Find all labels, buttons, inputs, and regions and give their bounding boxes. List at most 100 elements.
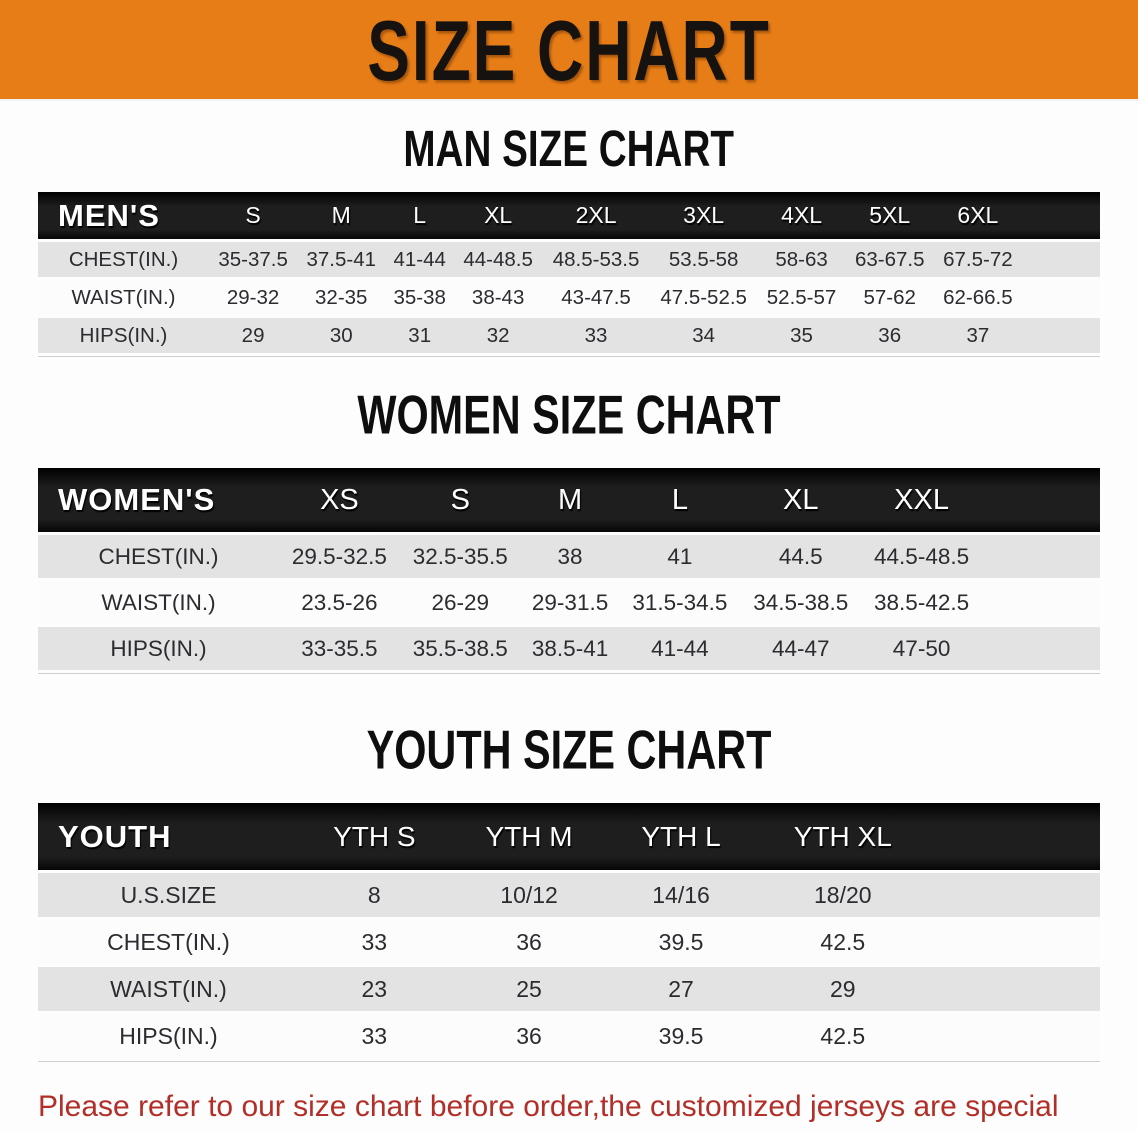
value-cell: 32-35 [297, 280, 386, 315]
measurement-row: CHEST(IN.) 35-37.5 37.5-41 41-44 44-48.5 48.5… [38, 242, 1100, 277]
size-header-cell: L [385, 192, 455, 239]
size-header-cell: 6XL [933, 192, 1022, 239]
men-section-heading-text: MAN SIZE CHART [403, 119, 735, 178]
value-cell: 38.5-42.5 [861, 581, 982, 624]
row-label-cell: CHEST(IN.) [38, 535, 279, 578]
youth-section-heading-text: YOUTH SIZE CHART [366, 718, 772, 781]
value-cell: 35.5-38.5 [399, 627, 521, 670]
size-header-cell: XS [279, 468, 400, 532]
value-cell: 57-62 [845, 280, 934, 315]
table-title-cell: YOUTH [38, 803, 299, 870]
men-table-underline [38, 356, 1100, 357]
value-cell: 33-35.5 [279, 627, 400, 670]
value-cell: 48.5-53.5 [542, 242, 650, 277]
value-cell: 29-31.5 [520, 581, 620, 624]
size-header-cell: 4XL [757, 192, 846, 239]
measurement-row: WAIST(IN.) 23 25 27 29 [38, 967, 1100, 1011]
value-cell: 35 [757, 318, 846, 353]
value-cell: 33 [299, 1014, 450, 1058]
value-cell: 38-43 [454, 280, 543, 315]
value-cell: 62-66.5 [933, 280, 1022, 315]
size-header-cell: YTH S [299, 803, 450, 870]
value-cell: 30 [297, 318, 386, 353]
value-cell: 43-47.5 [542, 280, 650, 315]
row-label-cell: CHEST(IN.) [38, 920, 299, 964]
row-label-cell: HIPS(IN.) [38, 627, 279, 670]
women-section-heading: WOMEN SIZE CHART [0, 357, 1138, 465]
value-cell: 34.5-38.5 [740, 581, 862, 624]
size-header-cell: 3XL [649, 192, 758, 239]
value-cell: 33 [299, 920, 450, 964]
row-spacer-cell [932, 967, 1100, 1011]
row-spacer-cell [982, 627, 1100, 670]
measurement-row: WAIST(IN.) 23.5-26 26-29 29-31.5 31.5-34.5 34… [38, 581, 1100, 624]
row-spacer-cell [1022, 318, 1100, 353]
row-label-cell: HIPS(IN.) [38, 1014, 299, 1058]
value-cell: 44-47 [740, 627, 862, 670]
size-header-cell: S [399, 468, 521, 532]
value-cell: 39.5 [608, 920, 754, 964]
size-header-cell: M [297, 192, 386, 239]
youth-size-section: YOUTH SIZE CHART YOUTH YTH S YTH M YTH L YTH… [0, 674, 1138, 1062]
youth-size-table: YOUTH YTH S YTH M YTH L YTH XL U.S.SIZE 8 10/12… [38, 800, 1100, 1061]
youth-table-underline [38, 1061, 1100, 1062]
size-chart-banner: SIZE CHART [0, 0, 1138, 101]
size-header-cell: XL [454, 192, 543, 239]
value-cell: 26-29 [399, 581, 521, 624]
row-label-cell: WAIST(IN.) [38, 967, 299, 1011]
size-header-row: YOUTH YTH S YTH M YTH L YTH XL [38, 803, 1100, 870]
value-cell: 31.5-34.5 [619, 581, 741, 624]
value-cell: 25 [449, 967, 609, 1011]
men-section-heading: MAN SIZE CHART [0, 101, 1138, 189]
size-header-cell: M [520, 468, 620, 532]
size-header-cell: XXL [861, 468, 982, 532]
size-header-cell: S [209, 192, 298, 239]
row-spacer-cell [932, 920, 1100, 964]
row-label-cell: U.S.SIZE [38, 873, 299, 917]
row-label-cell: HIPS(IN.) [38, 318, 209, 353]
value-cell: 29 [209, 318, 298, 353]
value-cell: 37.5-41 [297, 242, 386, 277]
banner-title: SIZE CHART [367, 1, 771, 98]
value-cell: 34 [649, 318, 758, 353]
row-spacer-cell [982, 581, 1100, 624]
row-spacer-cell [1022, 280, 1100, 315]
value-cell: 63-67.5 [845, 242, 934, 277]
value-cell: 32.5-35.5 [399, 535, 521, 578]
disclaimer-line1: Please refer to our size chart before or… [38, 1090, 1059, 1123]
size-header-cell: YTH M [449, 803, 609, 870]
value-cell: 47.5-52.5 [649, 280, 758, 315]
value-cell: 38 [520, 535, 620, 578]
value-cell: 33 [542, 318, 650, 353]
value-cell: 29.5-32.5 [279, 535, 400, 578]
size-header-cell: XL [740, 468, 862, 532]
value-cell: 35-37.5 [209, 242, 298, 277]
measurement-row: WAIST(IN.) 29-32 32-35 35-38 38-43 43-47.5 47.… [38, 280, 1100, 315]
value-cell: 27 [608, 967, 754, 1011]
row-label-cell: WAIST(IN.) [38, 280, 209, 315]
row-label-cell: WAIST(IN.) [38, 581, 279, 624]
men-size-section: MAN SIZE CHART MEN'S S M L XL 2XL 3XL 4XL 5XL 6XL… [0, 101, 1138, 357]
value-cell: 29-32 [209, 280, 298, 315]
table-title-cell: WOMEN'S [38, 468, 279, 532]
header-spacer-cell [982, 468, 1100, 532]
value-cell: 67.5-72 [933, 242, 1022, 277]
measurement-row: HIPS(IN.) 29 30 31 32 33 34 35 36 37 [38, 318, 1100, 353]
value-cell: 18/20 [753, 873, 932, 917]
men-size-table: MEN'S S M L XL 2XL 3XL 4XL 5XL 6XL CHEST(IN.) 35-37… [38, 189, 1100, 356]
measurement-row: U.S.SIZE 8 10/12 14/16 18/20 [38, 873, 1100, 917]
value-cell: 8 [299, 873, 450, 917]
value-cell: 36 [845, 318, 934, 353]
value-cell: 44-48.5 [454, 242, 543, 277]
header-spacer-cell [932, 803, 1100, 870]
table-title-cell: MEN'S [38, 192, 209, 239]
value-cell: 42.5 [753, 920, 932, 964]
value-cell: 47-50 [861, 627, 982, 670]
value-cell: 36 [449, 1014, 609, 1058]
women-size-section: WOMEN SIZE CHART WOMEN'S XS S M L XL XXL CHEST(… [0, 357, 1138, 674]
value-cell: 41-44 [619, 627, 741, 670]
row-spacer-cell [932, 873, 1100, 917]
measurement-row: HIPS(IN.) 33 36 39.5 42.5 [38, 1014, 1100, 1058]
value-cell: 32 [454, 318, 543, 353]
